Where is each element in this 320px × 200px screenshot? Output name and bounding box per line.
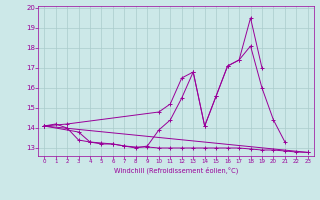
X-axis label: Windchill (Refroidissement éolien,°C): Windchill (Refroidissement éolien,°C) [114,167,238,174]
